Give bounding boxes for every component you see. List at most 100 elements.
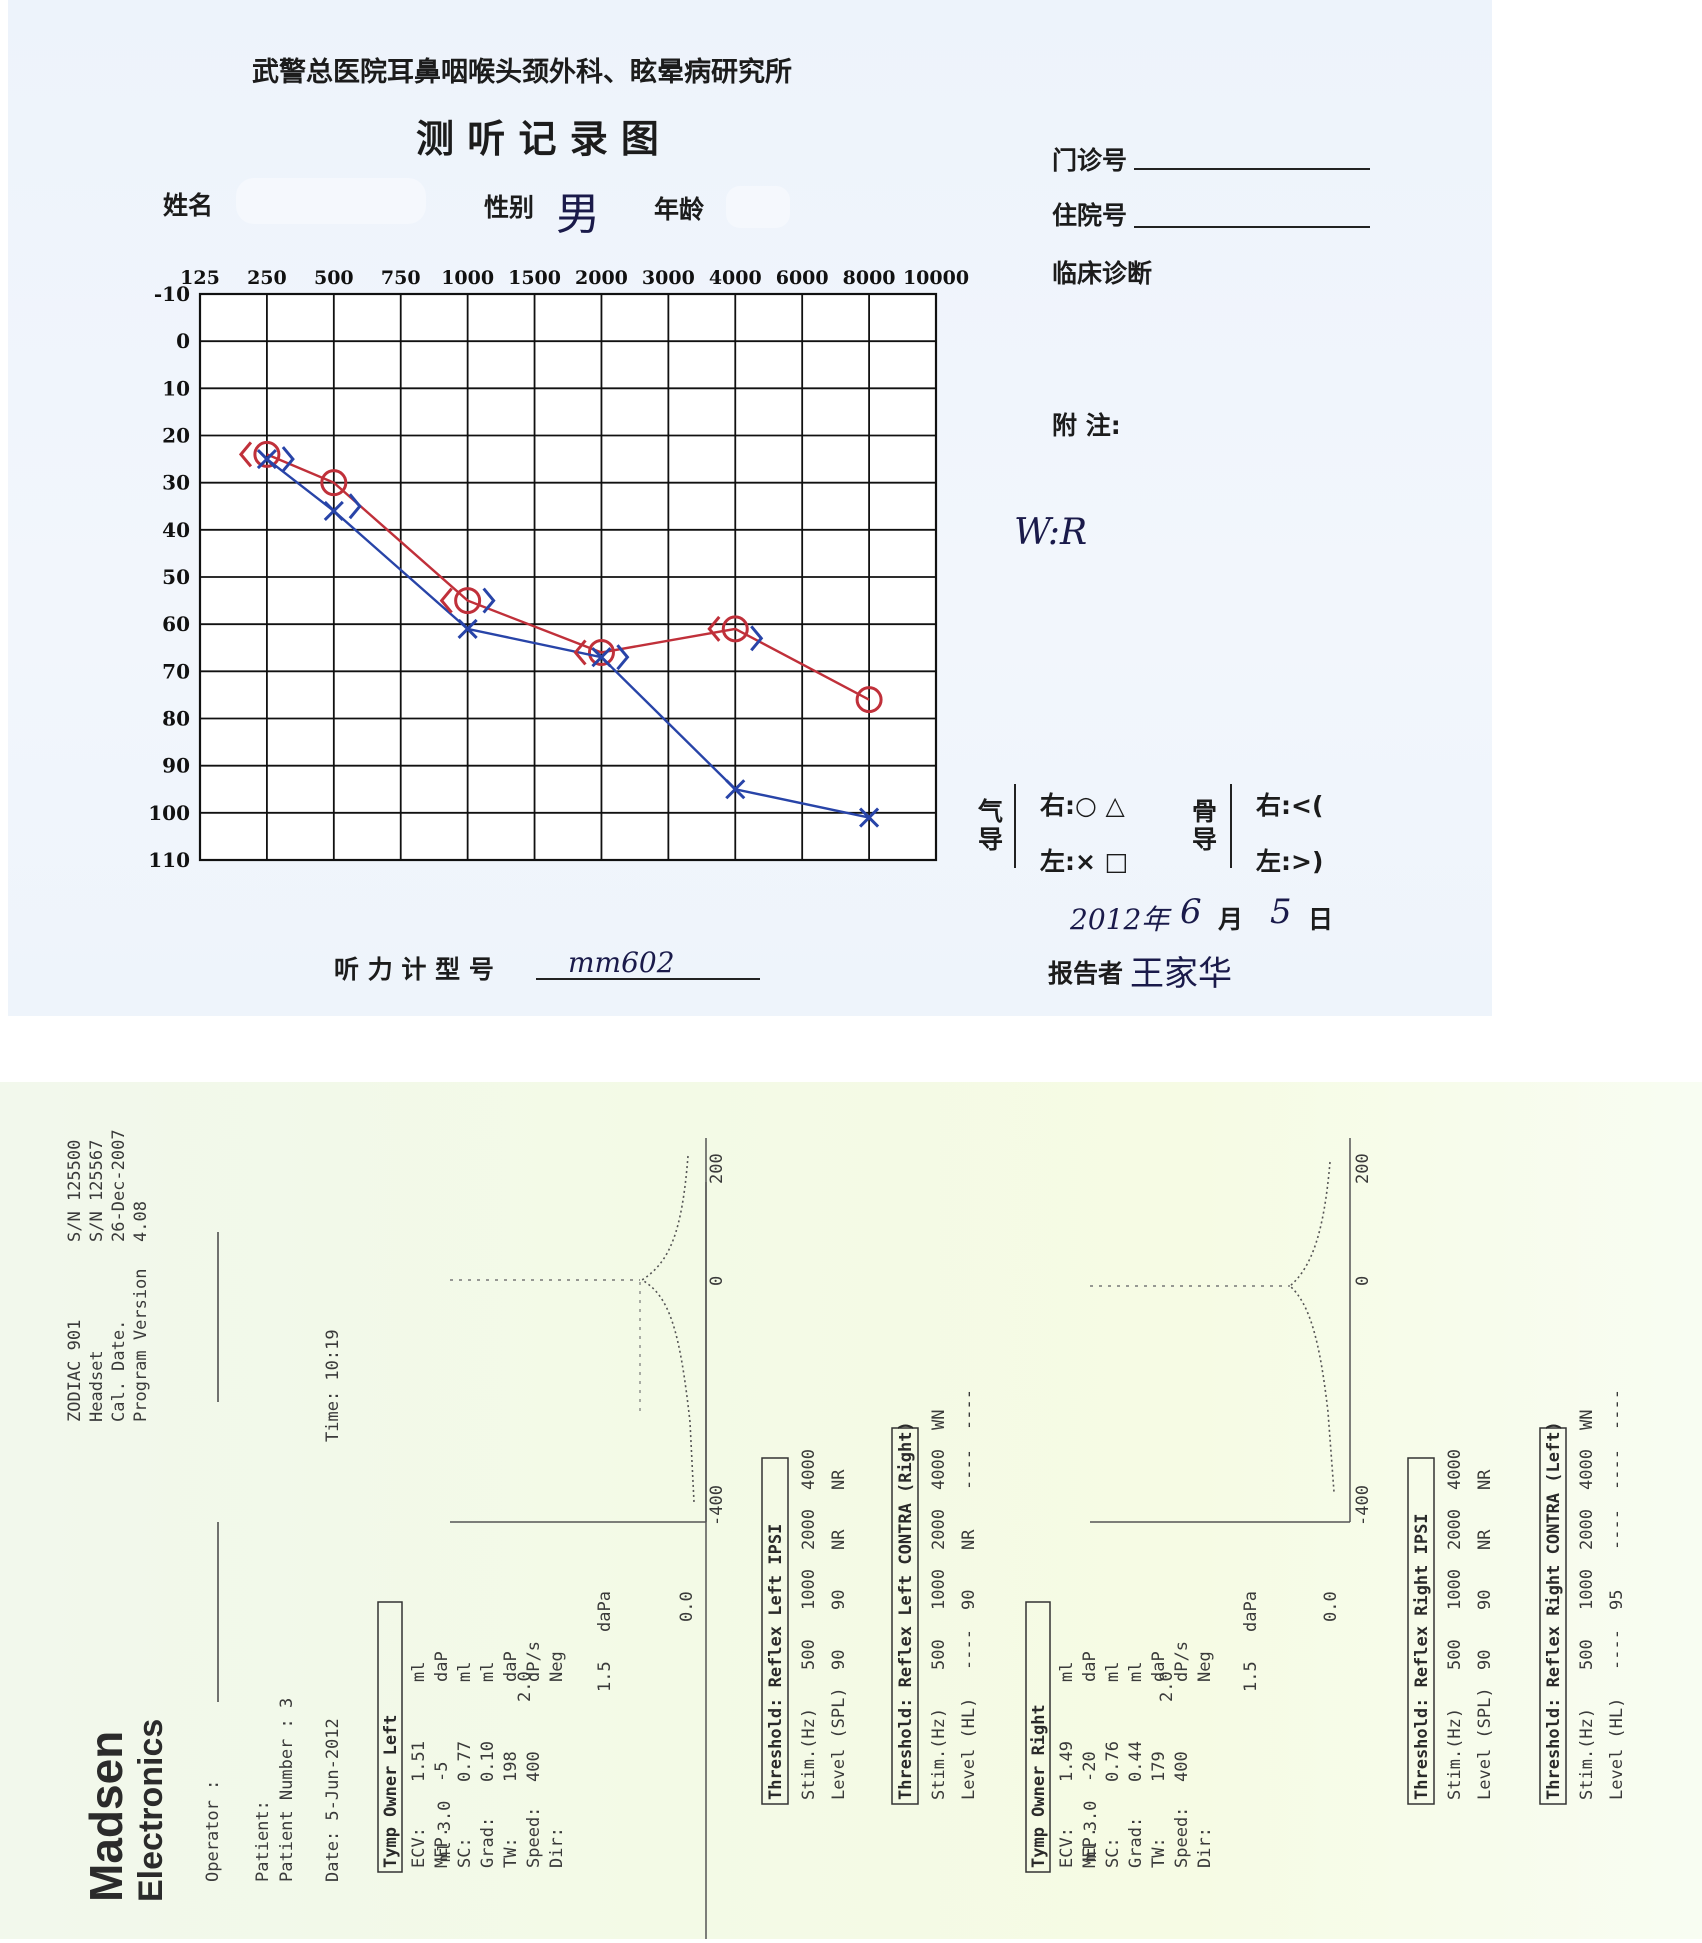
x-tick-label: 250 bbox=[247, 267, 287, 289]
left-ipsi-value: NR bbox=[829, 1469, 849, 1490]
right-tymp-unit: daP bbox=[1149, 1651, 1169, 1682]
right-contra-title: Threshold: Reflex Right CONTRA (Left) bbox=[1544, 1421, 1564, 1800]
y-tick-label: 40 bbox=[162, 518, 190, 542]
left-ipsi-table: Threshold: Reflex Left IPSI Stim.(Hz) 500… bbox=[761, 1449, 849, 1805]
left-contra-value: NR bbox=[959, 1529, 979, 1550]
left-tymp-value: 400 bbox=[524, 1751, 544, 1782]
left-bone-marker bbox=[281, 446, 295, 473]
right-air-marker bbox=[320, 469, 348, 497]
legend-divider-bone bbox=[1230, 784, 1232, 868]
right-ipsi-table: Threshold: Reflex Right IPSI Stim.(Hz) 50… bbox=[1407, 1449, 1495, 1805]
left-tymp-key: ECV: bbox=[409, 1827, 429, 1868]
diagnosis-label: 临床诊断 bbox=[1052, 259, 1153, 288]
right-ipsi-title: Threshold: Reflex Right IPSI bbox=[1412, 1513, 1432, 1800]
right-ipsi-value: 90 bbox=[1475, 1650, 1495, 1670]
inpatient-label: 住院号 bbox=[1052, 201, 1128, 230]
right-tymp-unit: ml bbox=[1126, 1662, 1146, 1682]
right-axis-0: 0 bbox=[1353, 1276, 1373, 1286]
right-tymp-table: Tymp Owner Right ECV: 1.49 ml MEP. -20 daP SC:… bbox=[1025, 1601, 1215, 1873]
x-tick-label: 1500 bbox=[508, 267, 561, 289]
left-bone-marker bbox=[616, 644, 630, 671]
age-label: 年龄 bbox=[654, 195, 705, 224]
left-axis-15: 1.5 bbox=[595, 1661, 615, 1692]
right-contra-table: Threshold: Reflex Right CONTRA (Left) St… bbox=[1539, 1389, 1627, 1805]
right-contra-value: ---- bbox=[1607, 1629, 1627, 1670]
reporter-signature: 王家华 bbox=[1130, 954, 1232, 994]
y-tick-label: 10 bbox=[162, 376, 190, 400]
right-contra-value: ---- bbox=[1607, 1449, 1627, 1490]
reporter-label: 报告者 bbox=[1048, 959, 1124, 988]
name-redacted bbox=[236, 178, 426, 224]
left-air-marker bbox=[323, 500, 344, 522]
right-axis-00: 0.0 bbox=[1321, 1591, 1341, 1622]
left-tymp-table: Tymp Owner Left ECV: 1.51 ml MEP. -5 daP SC: 0.… bbox=[377, 1601, 567, 1873]
y-tick-label: 100 bbox=[148, 801, 190, 825]
right-contra-head: 500 bbox=[1577, 1639, 1597, 1670]
y-tick-label: 80 bbox=[162, 707, 190, 731]
x-tick-label: 4000 bbox=[709, 267, 762, 289]
left-contra-head: 500 bbox=[929, 1639, 949, 1670]
right-tymp-value: 0.44 bbox=[1126, 1741, 1146, 1782]
left-contra-table: Threshold: Reflex Left CONTRA (Right) St… bbox=[891, 1389, 979, 1805]
left-ipsi-head: Stim.(Hz) bbox=[799, 1708, 819, 1800]
right-tymp-key: MEP. bbox=[1080, 1827, 1100, 1868]
right-tymp-unit: ml bbox=[1103, 1662, 1123, 1682]
left-air-marker bbox=[256, 449, 277, 470]
right-axis-20: 2.0 bbox=[1157, 1671, 1177, 1702]
right-bone-marker bbox=[707, 615, 721, 642]
x-tick-label: 3000 bbox=[642, 267, 695, 289]
right-contra-value: 95 bbox=[1607, 1590, 1627, 1610]
right-tymp-key: Speed: bbox=[1172, 1807, 1192, 1868]
left-tymp-unit: dP/s bbox=[524, 1641, 544, 1682]
right-axis-ml: ml 3.0 bbox=[1081, 1801, 1101, 1862]
left-tymp-key: TW: bbox=[501, 1837, 521, 1868]
left-contra-head: 1000 bbox=[929, 1569, 949, 1610]
left-contra-title: Threshold: Reflex Left CONTRA (Right) bbox=[896, 1421, 916, 1800]
left-ipsi-value: 90 bbox=[829, 1650, 849, 1670]
left-tymp-key: Speed: bbox=[524, 1807, 544, 1868]
audiogram-chart: -10 0 10 20 30 40 50 60 70 80 90 100 110 125 250 500 750… bbox=[148, 267, 969, 872]
left-tymp-unit: Neg bbox=[547, 1651, 567, 1682]
left-bone-marker bbox=[482, 587, 496, 614]
device-value-1: S/N 125500 bbox=[65, 1140, 85, 1242]
right-daPa: daPa bbox=[1241, 1591, 1261, 1632]
left-bone-marker bbox=[348, 493, 362, 520]
left-contra-head: 4000 bbox=[929, 1449, 949, 1490]
notes-label: 附 注: bbox=[1052, 411, 1121, 440]
y-tick-label: 60 bbox=[162, 612, 190, 636]
record-title: 测 听 记 录 图 bbox=[416, 116, 659, 161]
right-tymp-key: SC: bbox=[1103, 1837, 1123, 1868]
tympanometry-printout: Madsen Electronics ZODIAC 901 Headset Ca… bbox=[0, 1082, 1702, 1943]
operator-label: Operator : bbox=[203, 1780, 223, 1882]
right-tymp-value: 0.76 bbox=[1103, 1741, 1123, 1782]
right-tymp-unit: Neg bbox=[1195, 1651, 1215, 1682]
right-tymp-title: Tymp Owner Right bbox=[1029, 1704, 1049, 1868]
right-bone-marker bbox=[573, 639, 587, 666]
right-axis-15: 1.5 bbox=[1241, 1661, 1261, 1692]
right-contra-value: Level (HL) bbox=[1607, 1698, 1627, 1800]
right-ipsi-head: 500 bbox=[1445, 1639, 1465, 1670]
left-contra-value: Level (HL) bbox=[959, 1698, 979, 1800]
right-tymp-key: ECV: bbox=[1057, 1827, 1077, 1868]
left-contra-value: ---- bbox=[959, 1629, 979, 1670]
left-tymp-value: 0.77 bbox=[455, 1741, 475, 1782]
right-ipsi-value: Level (SPL) bbox=[1475, 1687, 1495, 1800]
brand-name: Madsen bbox=[80, 1731, 132, 1902]
left-tymp-value: -5 bbox=[432, 1762, 452, 1782]
gender-value: 男 bbox=[556, 189, 600, 240]
left-tymp-value: 1.51 bbox=[409, 1741, 429, 1782]
right-tymp-curve bbox=[1090, 1138, 1351, 1523]
left-tymp-key: Dir: bbox=[547, 1827, 567, 1868]
right-contra-head: 2000 bbox=[1577, 1509, 1597, 1550]
patient-number: Patient Number : 3 bbox=[277, 1698, 297, 1882]
x-tick-label: 500 bbox=[314, 267, 354, 289]
left-ipsi-head: 1000 bbox=[799, 1569, 819, 1610]
left-tymp-unit: daP bbox=[432, 1651, 452, 1682]
device-line-1: ZODIAC 901 bbox=[65, 1320, 85, 1422]
right-tymp-value: 179 bbox=[1149, 1751, 1169, 1782]
bone-conduction-label: 骨导 bbox=[1192, 797, 1218, 854]
left-ipsi-head: 500 bbox=[799, 1639, 819, 1670]
left-axis-00: 0.0 bbox=[677, 1591, 697, 1622]
audiometer-value: mm602 bbox=[568, 946, 675, 979]
left-contra-head: WN bbox=[929, 1410, 949, 1430]
